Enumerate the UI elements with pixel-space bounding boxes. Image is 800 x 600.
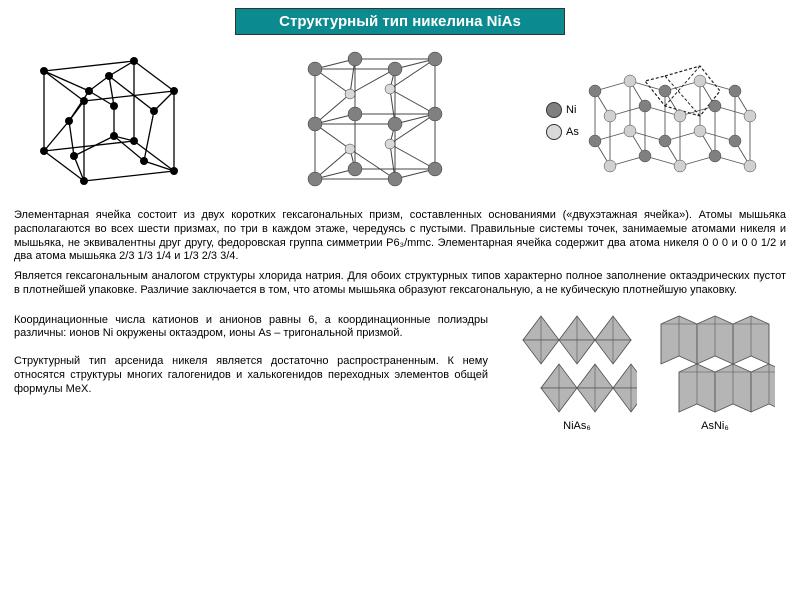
- polyhedron-asni6: AsNi₆: [655, 308, 775, 432]
- as-dot-icon: [546, 124, 562, 140]
- ni-dot-icon: [546, 102, 562, 118]
- bottom-text-column: Координационные числа катионов и анионов…: [14, 308, 506, 432]
- bottom-row: Координационные числа катионов и анионов…: [14, 308, 786, 432]
- page-title: Структурный тип никелина NiAs: [235, 8, 565, 35]
- diagram-hex-prisms: [14, 41, 194, 201]
- legend-as: As: [546, 124, 579, 140]
- paragraph-3: Координационные числа катионов и анионов…: [14, 314, 488, 342]
- polyhedra-row: NiAs₆ AsNi₆: [506, 308, 786, 432]
- legend-ni-label: Ni: [566, 104, 576, 116]
- paragraph-1: Элементарная ячейка состоит из двух коро…: [14, 209, 786, 264]
- polyhedron-nias6-label: NiAs₆: [563, 420, 591, 432]
- top-diagram-row: Ni As: [14, 41, 786, 201]
- atom-legend: Ni As: [546, 102, 579, 140]
- diagram-unit-cell: [295, 46, 445, 196]
- legend-ni: Ni: [546, 102, 579, 118]
- paragraph-4: Структурный тип арсенида никеля является…: [14, 355, 488, 396]
- legend-as-label: As: [566, 126, 579, 138]
- polyhedron-nias6: NiAs₆: [517, 308, 637, 432]
- polyhedron-asni6-label: AsNi₆: [701, 420, 729, 432]
- diagram-layer-structure: Ni As: [546, 51, 786, 191]
- paragraph-2: Является гексагональным аналогом структу…: [14, 270, 786, 298]
